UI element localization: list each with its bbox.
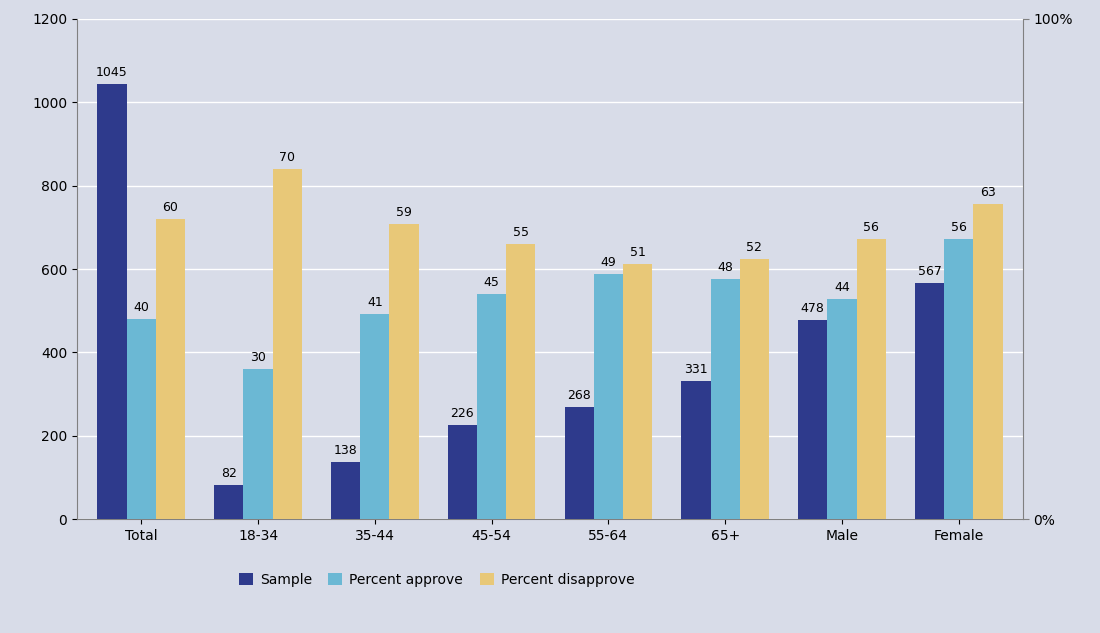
Text: 226: 226 (451, 407, 474, 420)
Text: 331: 331 (684, 363, 707, 376)
Bar (214, 485, 243, 519)
Bar (857, 239, 886, 519)
Text: 49: 49 (601, 256, 616, 269)
Text: 52: 52 (747, 241, 762, 254)
Text: 59: 59 (396, 206, 411, 219)
Text: 138: 138 (333, 444, 358, 456)
Bar (974, 204, 1002, 519)
Bar (711, 279, 740, 519)
Bar (740, 259, 769, 519)
Text: 60: 60 (163, 201, 178, 214)
Text: 567: 567 (917, 265, 942, 278)
Text: 44: 44 (834, 281, 850, 294)
Text: 1045: 1045 (96, 66, 128, 78)
Text: 30: 30 (250, 351, 266, 364)
Bar (681, 381, 711, 519)
Text: 45: 45 (484, 276, 499, 289)
Text: 478: 478 (801, 302, 825, 315)
Bar (243, 369, 273, 519)
Text: 70: 70 (279, 151, 295, 164)
Bar (98, 84, 126, 519)
Text: 63: 63 (980, 186, 996, 199)
Bar (827, 299, 857, 519)
Text: 51: 51 (629, 246, 646, 259)
Bar (360, 314, 389, 519)
Bar (799, 320, 827, 519)
Text: 56: 56 (950, 221, 967, 234)
Text: 82: 82 (221, 467, 236, 480)
Text: 55: 55 (513, 226, 529, 239)
Text: 48: 48 (717, 261, 733, 274)
Bar (594, 274, 623, 519)
Bar (915, 283, 944, 519)
Legend: Sample, Percent approve, Percent disapprove: Sample, Percent approve, Percent disappr… (233, 567, 640, 592)
Bar (156, 219, 185, 519)
Bar (389, 224, 419, 519)
Bar (477, 294, 506, 519)
Text: 56: 56 (864, 221, 879, 234)
Text: 41: 41 (367, 296, 383, 309)
Text: 268: 268 (568, 389, 591, 403)
Bar (331, 461, 360, 519)
Bar (506, 244, 536, 519)
Bar (448, 425, 477, 519)
Bar (623, 264, 652, 519)
Bar (564, 408, 594, 519)
Bar (944, 239, 974, 519)
Bar (273, 169, 301, 519)
Bar (126, 319, 156, 519)
Text: 40: 40 (133, 301, 150, 314)
